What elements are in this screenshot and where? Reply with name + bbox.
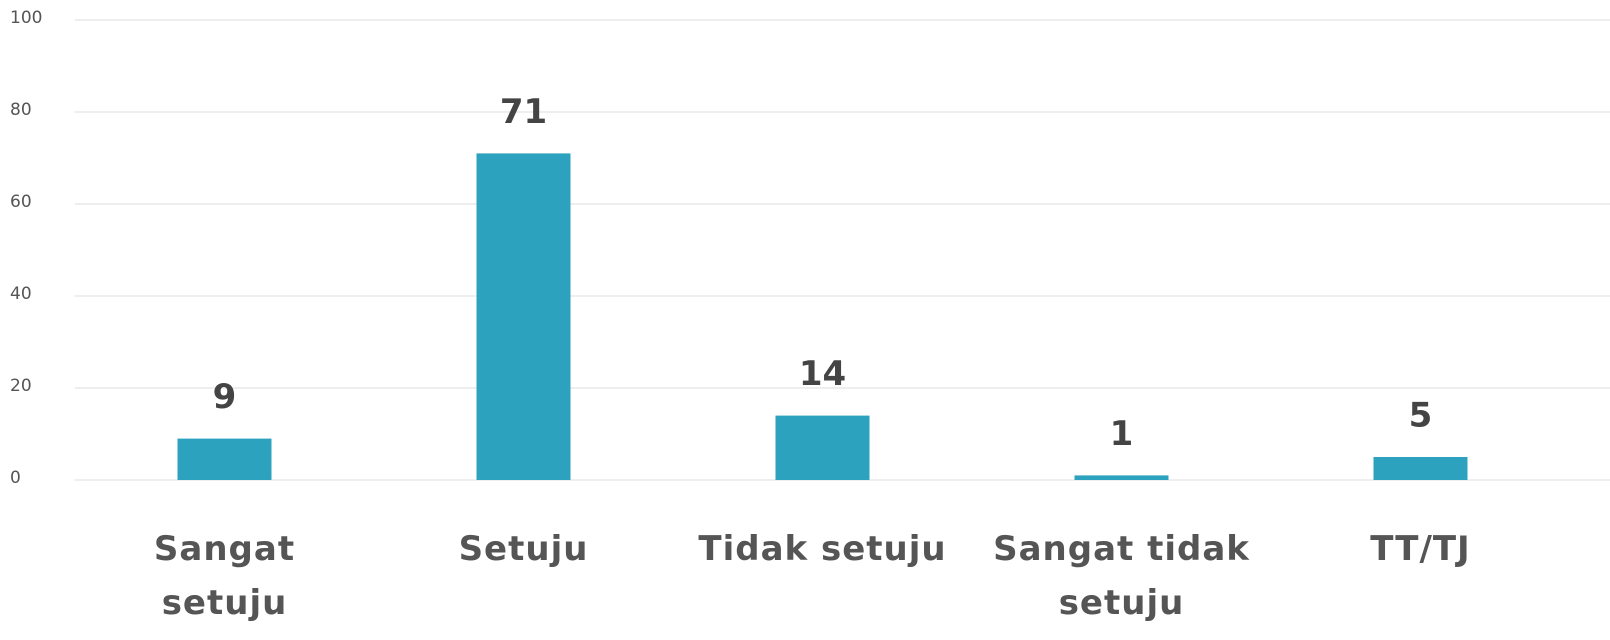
y-tick-label: 40: [10, 284, 32, 304]
bar: [1074, 475, 1169, 480]
x-tick-label: Tidak setuju: [698, 529, 947, 569]
bar: [775, 415, 870, 480]
value-label: 71: [500, 92, 547, 132]
y-tick-label: 80: [10, 100, 32, 120]
x-tick-label: Sangat tidak setuju: [993, 529, 1250, 623]
y-tick-label: 60: [10, 192, 32, 212]
value-label: 5: [1409, 396, 1433, 436]
value-label: 9: [213, 377, 237, 417]
y-tick-label: 20: [10, 376, 32, 396]
x-tick-label: Setuju: [458, 529, 589, 569]
y-tick-label: 100: [10, 8, 42, 28]
bar: [1373, 457, 1468, 480]
x-tick-label: TT/TJ: [1370, 529, 1471, 569]
y-tick-label: 0: [10, 468, 21, 488]
value-label: 14: [799, 354, 846, 394]
x-tick-label: Sangat setuju: [153, 529, 296, 623]
value-label: 1: [1110, 414, 1134, 454]
bar: [177, 438, 272, 480]
bar: [476, 153, 571, 480]
